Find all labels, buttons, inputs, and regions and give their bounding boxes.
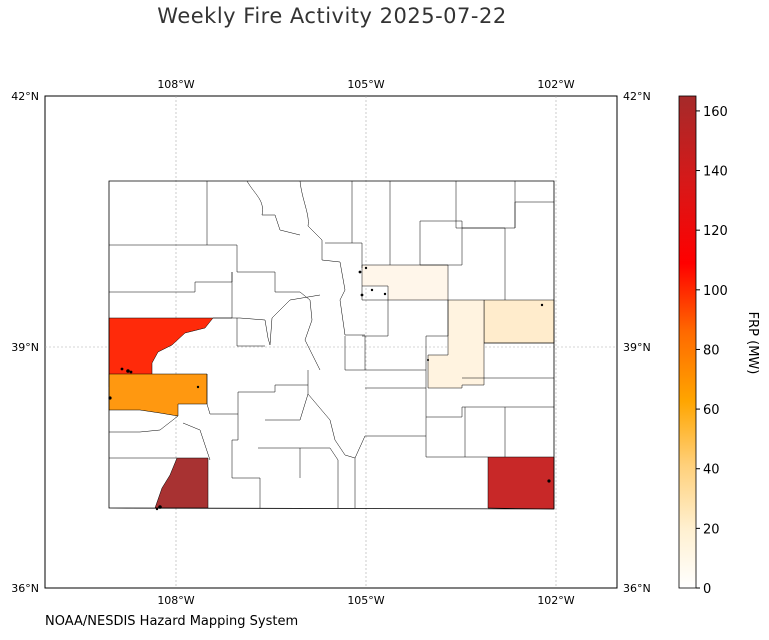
lat-tick-right-39: 39°N [623, 341, 651, 354]
colorbar-tick-label: 60 [703, 403, 720, 418]
county-boundaries [109, 180, 554, 508]
colorbar-ticks: 0 20 40 60 80 100 120 140 160 [696, 105, 728, 597]
lon-tick-top-102: 102°W [537, 78, 574, 91]
graticule [45, 96, 617, 588]
county-layer [108, 180, 555, 510]
lat-tick-left-42: 42°N [11, 90, 39, 103]
lon-tick-top-108: 108°W [157, 78, 194, 91]
colorbar-tick-label: 20 [703, 522, 720, 537]
data-source-credit: NOAA/NESDIS Hazard Mapping System [45, 614, 299, 629]
lat-tick-right-42: 42°N [623, 90, 651, 103]
colorbar-tick-label: 40 [703, 463, 720, 478]
map-title: Weekly Fire Activity 2025-07-22 [157, 4, 507, 28]
county-southeast [487, 456, 555, 510]
lon-tick-bottom-108: 108°W [157, 594, 194, 607]
fire-detections [108, 266, 551, 511]
lat-tick-left-39: 39°N [11, 341, 39, 354]
colorbar-label: FRP (MW) [745, 312, 760, 375]
lat-tick-left-36: 36°N [11, 582, 39, 595]
colorbar-tick-label: 160 [703, 105, 728, 120]
county-east-central [427, 299, 485, 389]
lon-tick-bottom-105: 105°W [347, 594, 384, 607]
colorbar-tick-label: 0 [703, 582, 711, 597]
lat-tick-right-36: 36°N [623, 582, 651, 595]
lon-tick-top-105: 105°W [347, 78, 384, 91]
county-northeast [483, 299, 555, 344]
colorbar-tick-label: 120 [703, 224, 728, 239]
lon-tick-bottom-102: 102°W [537, 594, 574, 607]
colorbar-tick-label: 100 [703, 284, 728, 299]
colorbar [678, 95, 697, 589]
colorbar-tick-label: 140 [703, 165, 728, 180]
colorbar-tick-label: 80 [703, 343, 720, 358]
